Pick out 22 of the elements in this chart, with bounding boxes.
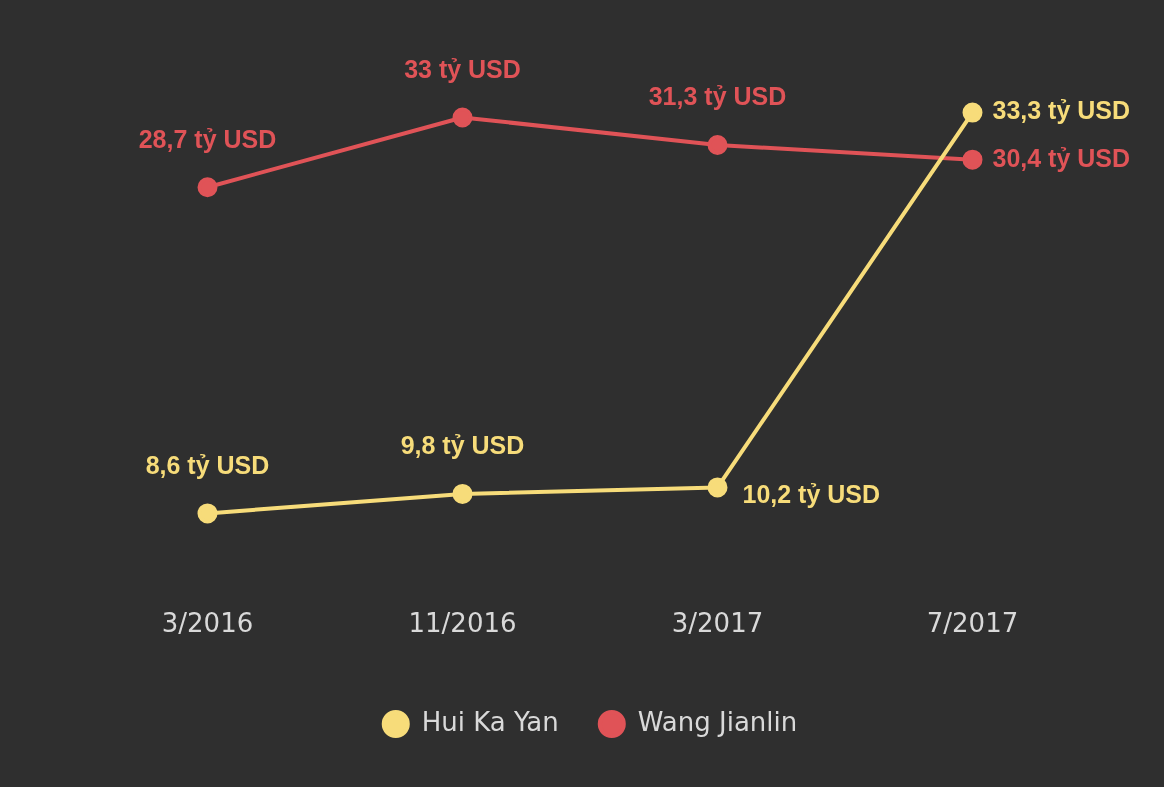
data-label: 30,4 tỷ USD (992, 143, 1131, 172)
point (452, 483, 473, 504)
legend-label: Wang Jianlin (637, 706, 798, 737)
data-label: 33,3 tỷ USD (992, 96, 1131, 125)
legend-label: Hui Ka Yan (421, 706, 559, 737)
x-tick-label: 11/2016 (408, 608, 517, 639)
x-tick-label: 3/2017 (671, 608, 764, 639)
point (452, 107, 473, 128)
point (962, 102, 983, 123)
point (707, 477, 728, 498)
x-tick-label: 7/2017 (926, 608, 1019, 639)
data-label: 28,7 tỷ USD (138, 124, 277, 153)
data-label: 8,6 tỷ USD (145, 450, 270, 479)
x-tick-label: 3/2016 (161, 608, 254, 639)
point (197, 503, 218, 524)
point (962, 149, 983, 170)
data-label: 31,3 tỷ USD (648, 82, 787, 111)
data-label: 10,2 tỷ USD (742, 479, 881, 508)
data-label: 9,8 tỷ USD (400, 431, 525, 460)
point (707, 135, 728, 156)
point (197, 177, 218, 198)
data-label: 33 tỷ USD (404, 54, 521, 83)
